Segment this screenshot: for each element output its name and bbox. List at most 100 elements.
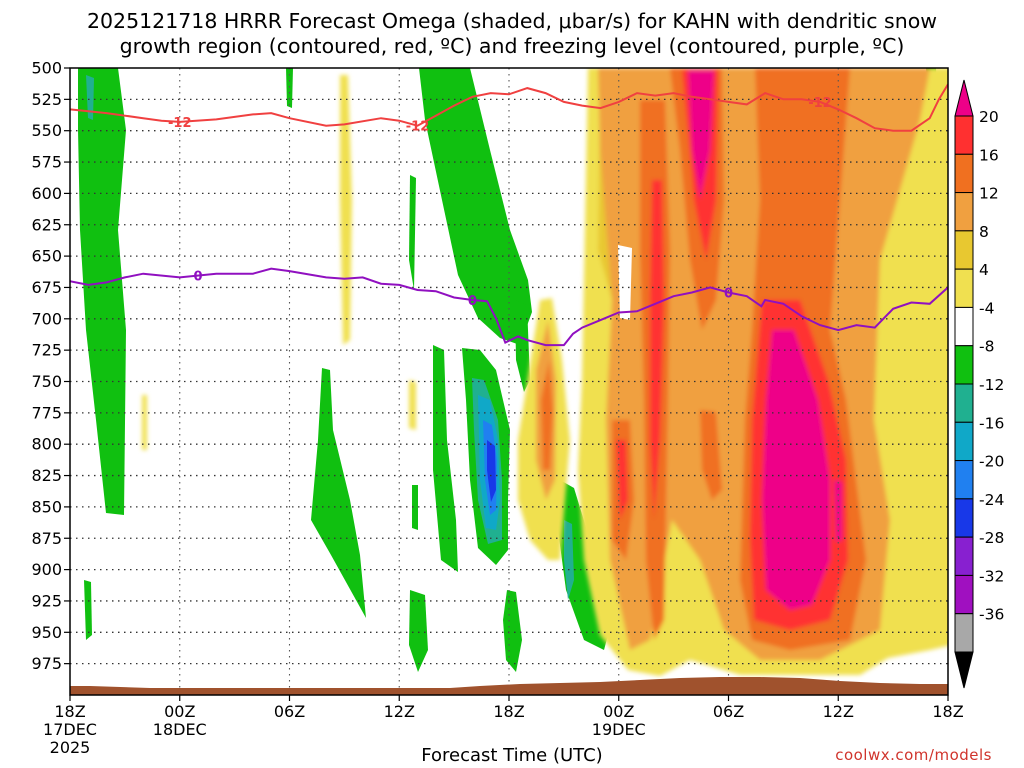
omega-green-area (433, 345, 458, 572)
y-tick-label: 700 (31, 309, 62, 328)
omega-teal-area (86, 75, 94, 120)
colorbar-segment (954, 153, 974, 194)
colorbar-label: 20 (979, 108, 999, 126)
x-tick-label: 00Z (164, 702, 195, 721)
colorbar-segment (954, 230, 974, 270)
colorbar-label: -28 (979, 529, 1004, 547)
y-tick-label: 725 (31, 341, 62, 360)
y-tick-label: 625 (31, 215, 62, 234)
colorbar-label: 8 (979, 223, 989, 241)
omega-green-area (412, 485, 418, 530)
omega-green-area (409, 590, 428, 672)
colorbar-segment (954, 192, 974, 232)
omega-white-gap (618, 245, 632, 320)
omega-magenta-area (762, 330, 830, 610)
omega-red-area (650, 180, 664, 520)
contour-line (70, 267, 948, 347)
y-tick-label: 950 (31, 623, 62, 642)
colorbar-label: -32 (979, 567, 1004, 585)
contour-line (70, 83, 948, 132)
y-tick-label: 600 (31, 184, 62, 203)
omega-green-area (409, 175, 416, 290)
x-tick-year: 2025 (50, 738, 91, 757)
y-tick-label: 675 (31, 278, 62, 297)
contour-label: 0 (194, 270, 203, 285)
colorbar-bottom-arrow (954, 651, 974, 689)
contour-label: -12 (808, 96, 832, 111)
contour-label: 0 (724, 286, 733, 301)
colorbar-top-arrow (954, 79, 974, 117)
colorbar: 20 16 12 8 4 -4 -8 -12 -16 -20 -24 -28 -32 -36 (954, 79, 1004, 689)
contour-label: 0 (468, 294, 477, 309)
colorbar-label: -20 (979, 453, 1004, 471)
y-tick-label: 925 (31, 591, 62, 610)
omega-yellow-area (340, 75, 352, 345)
y-tick-label: 850 (31, 497, 62, 516)
colorbar-segment (954, 574, 974, 615)
colorbar-segment (954, 115, 974, 155)
y-tick-label: 775 (31, 403, 62, 422)
y-tick-label: 800 (31, 435, 62, 454)
omega-green-area (503, 590, 522, 672)
colorbar-segment (954, 421, 974, 462)
colorbar-label: -36 (979, 606, 1004, 624)
omega-green-area (84, 580, 92, 640)
omega-green-area (286, 68, 293, 108)
omega-green-area (311, 368, 366, 618)
x-tick-date: 18DEC (153, 720, 207, 739)
y-tick-label: 750 (31, 372, 62, 391)
y-tick-label: 825 (31, 466, 62, 485)
y-tick-label: 650 (31, 247, 62, 266)
grid (70, 68, 948, 695)
omega-magenta-area (688, 70, 714, 200)
colorbar-segment (954, 345, 974, 385)
y-tick-label: 875 (31, 529, 62, 548)
x-tick-label: 18Z (493, 702, 524, 721)
colorbar-segment (954, 498, 974, 538)
x-tick-label: 12Z (384, 702, 415, 721)
omega-green-area (515, 300, 530, 392)
omega-orange-area (541, 360, 553, 470)
omega-shading (78, 68, 948, 676)
omega-yellow-area (142, 395, 147, 450)
colorbar-segment (954, 383, 974, 423)
chart-title-line1: 2025121718 HRRR Forecast Omega (shaded, … (86, 9, 938, 33)
x-tick-label: 12Z (823, 702, 854, 721)
omega-yellow-area (409, 380, 416, 430)
colorbar-label: -24 (979, 491, 1004, 509)
colorbar-segment (954, 306, 974, 347)
y-axis: 500 525 550 575 600 625 650 675 700 725 750 775 800 8… (31, 59, 70, 673)
colorbar-label: -4 (979, 299, 994, 317)
omega-teal-area (564, 520, 574, 600)
omega-green-area (419, 68, 532, 345)
omega-green-area (78, 68, 126, 515)
x-tick-label: 00Z (603, 702, 634, 721)
x-tick-label: 06Z (713, 702, 744, 721)
terrain (70, 677, 948, 695)
x-tick-label: 18Z (54, 702, 85, 721)
colorbar-segment (954, 613, 974, 653)
y-tick-label: 975 (31, 654, 62, 673)
x-tick-label: 06Z (274, 702, 305, 721)
x-tick-date: 17DEC (43, 720, 97, 739)
colorbar-label: 12 (979, 185, 999, 203)
omega-orange-area (700, 410, 722, 500)
credit-text: coolwx.com/models (835, 746, 992, 764)
colorbar-label: -8 (979, 338, 994, 356)
y-tick-label: 500 (31, 59, 62, 78)
omega-darkblue-area (487, 440, 496, 502)
y-tick-label: 575 (31, 153, 62, 172)
y-tick-label: 900 (31, 560, 62, 579)
colorbar-segment (954, 536, 974, 576)
colorbar-label: -12 (979, 376, 1004, 394)
x-axis-title: Forecast Time (UTC) (421, 745, 603, 766)
colorbar-segment (954, 460, 974, 500)
contour-label: -12 (406, 120, 430, 135)
y-tick-label: 525 (31, 90, 62, 109)
x-tick-label: 18Z (932, 702, 963, 721)
contour-label: -12 (168, 116, 192, 131)
contours: -12 -12 -12 0 0 0 (70, 83, 948, 347)
colorbar-segment (954, 268, 974, 308)
